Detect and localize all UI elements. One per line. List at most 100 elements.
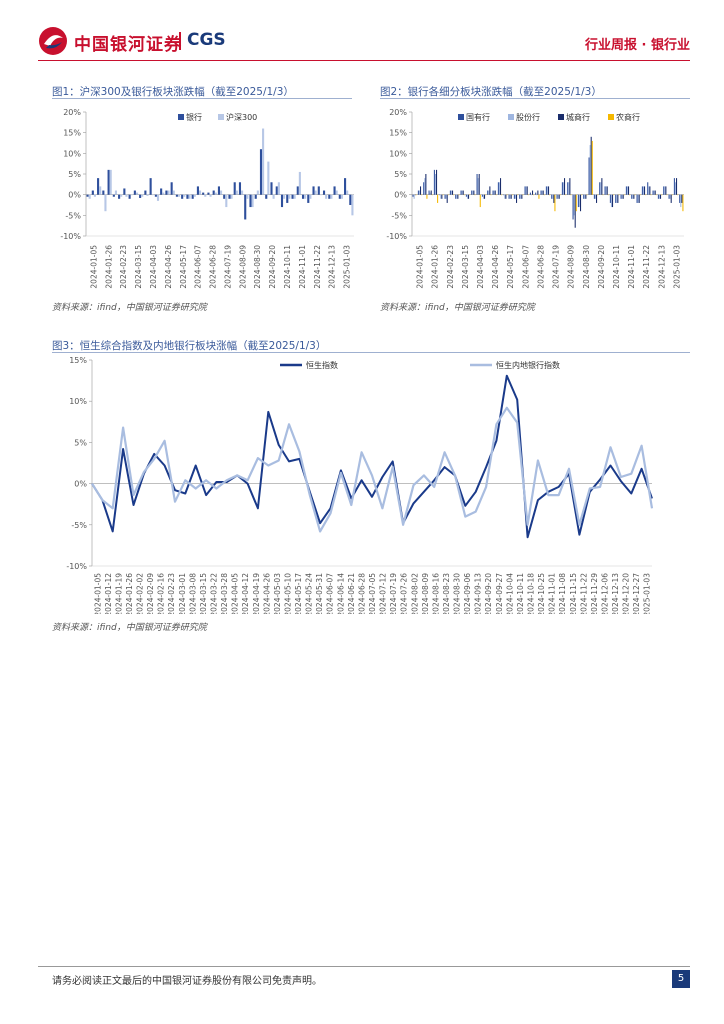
bar-3: [580, 194, 582, 212]
bar-3: [526, 186, 528, 195]
x-tick-label: 2024-10-11: [612, 245, 621, 289]
x-tick-label: 2024-11-22: [642, 245, 651, 289]
bar-2: [541, 190, 543, 195]
bar-2: [605, 186, 607, 195]
x-tick-label: 2024-01-26: [104, 245, 113, 289]
bar-3: [532, 190, 534, 195]
bar-1: [455, 194, 457, 199]
bar-1: [333, 186, 336, 195]
legend-swatch: [218, 114, 224, 120]
bar-2: [198, 190, 202, 195]
y-tick-label: 10%: [389, 149, 407, 158]
bar-2: [340, 194, 343, 199]
bar-3: [601, 178, 603, 195]
bar-2: [235, 190, 238, 195]
figure-1-source: 资料来源：ifind，中国银河证券研究院: [52, 303, 207, 313]
bar-4: [671, 194, 673, 196]
bar-2: [594, 194, 596, 199]
x-tick-label: 2024-07-26: [400, 573, 409, 614]
footer-divider: [38, 966, 690, 967]
bar-3: [420, 186, 422, 195]
bar-1: [286, 194, 289, 203]
bar-2: [557, 194, 559, 199]
bar-1: [238, 182, 242, 195]
figure-3-source: 资料来源：ifind，中国银河证券研究院: [52, 623, 207, 633]
bar-1: [317, 186, 320, 195]
legend-swatch: [608, 114, 614, 120]
bar-2: [246, 194, 249, 199]
bar-2: [424, 178, 426, 195]
bar-2: [568, 182, 570, 195]
bar-3: [574, 194, 576, 228]
x-tick-label: 2024-04-12: [241, 573, 250, 614]
bar-1: [118, 194, 121, 199]
bar-1: [460, 190, 462, 195]
bar-2: [88, 194, 91, 199]
bar-2: [642, 186, 644, 195]
bar-1: [679, 194, 681, 203]
bar-2: [530, 194, 532, 196]
bar-2: [225, 194, 228, 208]
legend-swatch: [458, 114, 464, 120]
x-tick-label: 2024-02-09: [146, 573, 155, 614]
bar-2: [445, 194, 447, 199]
legend-label: 沪深300: [226, 112, 257, 122]
y-tick-label: 15%: [63, 129, 81, 138]
bar-1: [545, 186, 547, 195]
bar-1: [673, 178, 675, 195]
bar-3: [569, 178, 571, 195]
bar-2: [488, 190, 490, 195]
bar-2: [330, 194, 333, 199]
figure-3-title: 图3：恒生综合指数及内地银行板块涨幅（截至2025/1/3）: [52, 340, 327, 352]
x-tick-label: 2024-04-26: [262, 573, 271, 614]
bar-4: [607, 194, 609, 196]
bar-3: [654, 190, 656, 195]
bar-2: [621, 194, 623, 199]
y-tick-label: -10%: [60, 232, 81, 241]
bar-2: [335, 190, 338, 195]
bar-3: [542, 190, 544, 195]
bar-2: [658, 194, 660, 199]
bar-3: [473, 190, 475, 195]
bar-1: [588, 157, 590, 195]
bar-4: [597, 194, 599, 196]
bar-4: [527, 194, 529, 196]
x-tick-label: 2024-01-05: [93, 573, 102, 614]
bar-3: [537, 190, 539, 195]
bar-1: [291, 194, 294, 199]
bar-2: [626, 186, 628, 195]
bar-1: [465, 194, 467, 197]
bar-4: [586, 194, 588, 196]
bar-2: [272, 194, 275, 199]
bar-1: [259, 149, 263, 195]
bar-2: [648, 186, 650, 195]
bar-1: [439, 194, 441, 196]
y-tick-label: 20%: [63, 108, 81, 117]
bar-2: [256, 190, 259, 195]
x-tick-label: 2024-07-19: [389, 573, 398, 614]
bar-2: [589, 145, 591, 195]
bar-3: [425, 174, 427, 195]
bar-4: [490, 194, 492, 196]
y-tick-label: 10%: [69, 397, 87, 406]
bar-1: [641, 186, 643, 195]
bar-1: [487, 190, 489, 195]
legend-swatch: [558, 114, 564, 120]
legend-swatch: [508, 114, 514, 120]
x-tick-label: 2024-06-28: [536, 245, 545, 289]
bar-3: [681, 194, 683, 203]
bar-4: [511, 194, 513, 196]
figure-3-title-rule: [52, 352, 690, 353]
bar-2: [664, 186, 666, 195]
y-tick-label: -5%: [71, 521, 87, 530]
x-tick-label: 2025-01-03: [672, 245, 681, 289]
x-tick-label: 2024-11-01: [298, 245, 307, 289]
bar-1: [217, 186, 220, 195]
x-tick-label: 2024-05-24: [305, 573, 314, 614]
bar-2: [461, 190, 463, 195]
x-tick-label: 2024-11-22: [313, 245, 322, 289]
bar-1: [160, 188, 163, 195]
bar-4: [463, 194, 465, 196]
x-tick-label: 2024-11-08: [558, 573, 567, 614]
x-tick-label: 2024-07-12: [379, 573, 388, 614]
